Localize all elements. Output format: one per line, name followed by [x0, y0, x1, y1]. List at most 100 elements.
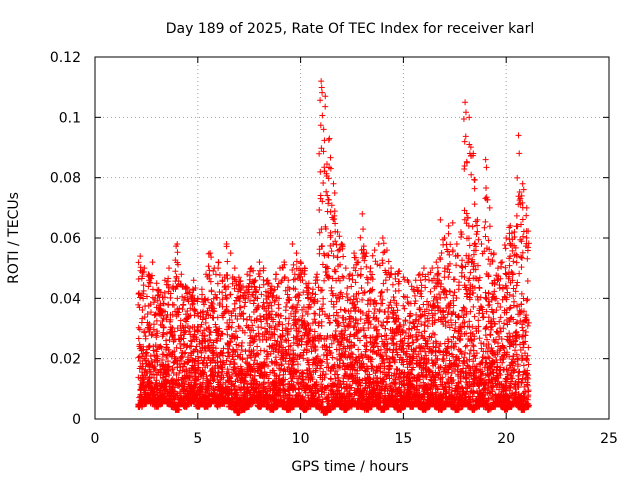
- data-point: [135, 259, 142, 266]
- data-point: [137, 294, 144, 301]
- data-point: [147, 353, 154, 360]
- data-point: [409, 339, 416, 346]
- data-point: [163, 330, 170, 337]
- data-point: [169, 366, 176, 373]
- data-point: [363, 263, 370, 270]
- data-point: [421, 322, 428, 329]
- data-point-peak: [166, 265, 173, 272]
- data-point: [290, 261, 297, 268]
- data-point: [156, 400, 163, 407]
- data-point: [400, 293, 407, 300]
- data-points: [135, 78, 532, 416]
- data-point: [147, 368, 154, 375]
- data-point: [210, 267, 217, 274]
- data-point: [149, 286, 156, 293]
- data-point: [390, 336, 397, 343]
- data-point: [281, 273, 288, 280]
- data-point: [169, 349, 176, 356]
- data-point: [349, 276, 356, 283]
- data-point: [331, 190, 338, 197]
- data-point: [153, 332, 160, 339]
- data-point: [212, 271, 219, 278]
- data-point: [324, 192, 331, 199]
- data-point: [183, 290, 190, 297]
- data-point: [174, 357, 181, 364]
- data-point: [159, 356, 166, 363]
- data-point: [136, 394, 143, 401]
- data-point: [189, 397, 196, 404]
- data-point: [320, 301, 327, 308]
- data-point: [191, 358, 198, 365]
- data-point: [170, 302, 177, 309]
- data-point-peak: [330, 180, 337, 187]
- data-point: [136, 304, 143, 311]
- data-point: [180, 335, 187, 342]
- data-point: [316, 312, 323, 319]
- data-point: [319, 89, 326, 96]
- data-point: [164, 358, 171, 365]
- data-point: [318, 318, 325, 325]
- data-point: [327, 154, 334, 161]
- data-point: [255, 271, 262, 278]
- data-point-peak: [157, 289, 164, 296]
- data-point: [337, 306, 344, 313]
- data-point: [341, 307, 348, 314]
- data-point: [170, 388, 177, 395]
- data-point: [384, 318, 391, 325]
- data-point: [176, 390, 183, 397]
- data-point: [322, 103, 329, 110]
- data-point: [312, 310, 319, 317]
- data-point: [294, 361, 301, 368]
- data-point: [149, 272, 156, 279]
- data-point: [169, 311, 176, 318]
- data-point: [317, 97, 324, 104]
- data-point: [401, 305, 408, 312]
- data-point: [181, 388, 188, 395]
- data-point: [360, 226, 367, 233]
- data-point: [289, 266, 296, 273]
- data-point: [185, 381, 192, 388]
- data-point: [186, 325, 193, 332]
- data-point-peak: [318, 78, 325, 85]
- data-point-peak: [190, 277, 197, 284]
- data-point-peak: [375, 241, 382, 248]
- data-point: [173, 313, 180, 320]
- data-point-peak: [256, 259, 263, 266]
- data-point: [174, 308, 181, 315]
- data-point: [254, 343, 261, 350]
- data-point: [181, 383, 188, 390]
- data-point-peak: [198, 286, 205, 293]
- data-point: [143, 293, 150, 300]
- data-point: [333, 298, 340, 305]
- data-point: [227, 291, 234, 298]
- data-point: [280, 264, 287, 271]
- data-point: [181, 361, 188, 368]
- data-point: [324, 360, 331, 367]
- data-point: [385, 258, 392, 265]
- data-point: [176, 381, 183, 388]
- data-point: [275, 305, 282, 312]
- data-point-peak: [174, 241, 181, 248]
- data-point: [167, 294, 174, 301]
- data-point: [174, 259, 181, 266]
- data-point: [190, 287, 197, 294]
- data-point: [320, 295, 327, 302]
- data-point-peak: [342, 265, 349, 272]
- data-point-peak: [359, 210, 366, 217]
- data-point: [172, 402, 179, 409]
- data-point: [160, 323, 167, 330]
- data-point: [186, 343, 193, 350]
- data-point: [177, 317, 184, 324]
- data-point: [160, 300, 167, 307]
- data-point: [146, 322, 153, 329]
- data-point: [379, 300, 386, 307]
- data-point: [208, 288, 215, 295]
- data-point: [136, 326, 143, 333]
- data-point: [181, 350, 188, 357]
- data-point: [357, 271, 364, 278]
- data-point: [395, 287, 402, 294]
- data-point: [167, 329, 174, 336]
- data-point: [164, 388, 171, 395]
- data-point: [337, 289, 344, 296]
- data-point: [400, 302, 407, 309]
